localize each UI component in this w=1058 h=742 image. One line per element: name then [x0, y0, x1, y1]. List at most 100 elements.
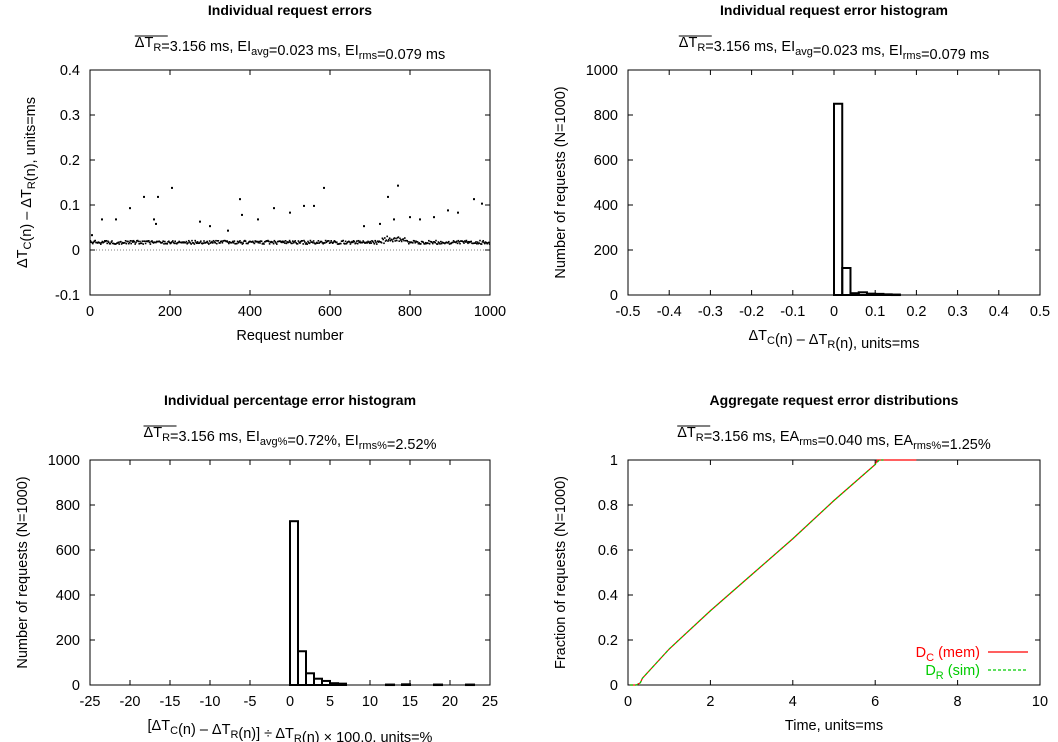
x-tick-label: 0: [830, 304, 838, 320]
data-point: [149, 243, 152, 245]
data-point: [407, 240, 409, 243]
data-point: [188, 239, 190, 242]
data-point: [97, 241, 100, 243]
y-tick-label: 200: [594, 243, 618, 259]
data-point: [362, 240, 364, 242]
data-point: [432, 241, 435, 243]
data-point: [231, 241, 233, 244]
data-point: [346, 241, 348, 244]
data-point: [252, 240, 254, 243]
data-point: [168, 241, 171, 244]
data-point: [299, 242, 301, 244]
data-point: [393, 237, 396, 239]
data-point: [257, 241, 260, 244]
legend-label: DR (sim): [925, 663, 980, 682]
y-tick-label: 1000: [586, 63, 618, 79]
data-point: [217, 240, 220, 242]
data-point: [297, 240, 300, 242]
data-point: [488, 241, 490, 244]
data-point: [202, 242, 204, 244]
data-point: [199, 241, 201, 244]
y-axis-label: ΔTC(n) – ΔTR(n), units=ms: [15, 97, 39, 268]
data-point: [132, 241, 134, 243]
data-point: [336, 243, 339, 245]
data-point: [439, 243, 441, 245]
chart-title: Individual request errors: [208, 2, 372, 18]
data-point: [336, 241, 338, 244]
data-point: [366, 242, 368, 244]
data-point: [488, 243, 491, 245]
data-point: [118, 243, 120, 245]
data-point: [142, 243, 144, 245]
data-point: [195, 241, 197, 244]
data-point: [272, 242, 275, 245]
data-point: [402, 238, 404, 240]
data-point: [386, 235, 388, 238]
x-tick-label: -0.5: [616, 304, 641, 320]
x-axis-label: ΔTC(n) – ΔTR(n), units=ms: [748, 328, 919, 352]
y-axis-label-part: ΔT: [15, 249, 31, 268]
chart-subtitle-sub: R: [162, 432, 170, 444]
chart-2: Individual request error histogramΔTR=3.…: [553, 2, 1050, 352]
data-point: [276, 243, 278, 245]
y-tick-label: 800: [594, 108, 618, 124]
data-point: [452, 241, 454, 244]
legend-label-sub: R: [936, 670, 944, 682]
data-point: [89, 240, 92, 242]
data-point: [377, 241, 380, 243]
data-point: [285, 242, 288, 245]
data-point: [184, 241, 187, 244]
data-point: [353, 240, 356, 243]
x-tick-label: 0: [86, 304, 94, 320]
data-point: [375, 241, 377, 244]
data-point: [148, 240, 150, 242]
chart-subtitle-sub: rms: [799, 436, 818, 448]
x-axis-label-sub: C: [767, 335, 775, 347]
data-point: [368, 241, 370, 243]
x-tick-label: -5: [244, 694, 257, 710]
data-point: [464, 241, 467, 243]
data-point: [472, 242, 475, 245]
x-tick-label: 0: [286, 694, 294, 710]
data-point: [190, 243, 192, 245]
data-point: [257, 218, 259, 221]
data-point: [340, 240, 343, 242]
data-point: [447, 242, 449, 244]
data-point: [173, 242, 176, 245]
data-point: [363, 225, 365, 228]
x-tick-label: 0: [624, 694, 632, 710]
data-point: [315, 242, 317, 245]
data-point: [264, 240, 267, 243]
data-point: [358, 241, 360, 244]
histogram-bar: [465, 683, 475, 687]
data-point: [103, 241, 105, 243]
data-point: [91, 241, 93, 244]
data-point: [303, 239, 305, 242]
data-point: [323, 186, 325, 189]
data-point: [432, 242, 434, 245]
y-tick-label: 800: [56, 498, 80, 514]
data-point: [176, 242, 178, 245]
data-point: [303, 204, 305, 207]
data-point: [216, 242, 218, 245]
data-point: [276, 240, 279, 243]
data-point: [420, 240, 423, 243]
histogram-bar: [857, 291, 868, 296]
x-tick-label: -0.4: [657, 304, 682, 320]
data-point: [194, 239, 196, 242]
data-point: [427, 242, 429, 245]
data-point: [368, 242, 371, 245]
x-tick-label: 400: [238, 304, 262, 320]
histogram-bar: [305, 672, 315, 686]
data-point: [140, 242, 143, 244]
x-axis-label-part: [ΔT: [148, 718, 171, 734]
histogram-bar: [433, 683, 443, 687]
plot-frame: [89, 69, 491, 296]
data-point: [414, 241, 416, 244]
histogram-bar: [874, 292, 885, 296]
x-tick-label: -0.3: [698, 304, 723, 320]
x-tick-label: 0.3: [948, 304, 968, 320]
y-tick-label: 0.4: [598, 588, 618, 604]
data-point: [484, 242, 486, 245]
